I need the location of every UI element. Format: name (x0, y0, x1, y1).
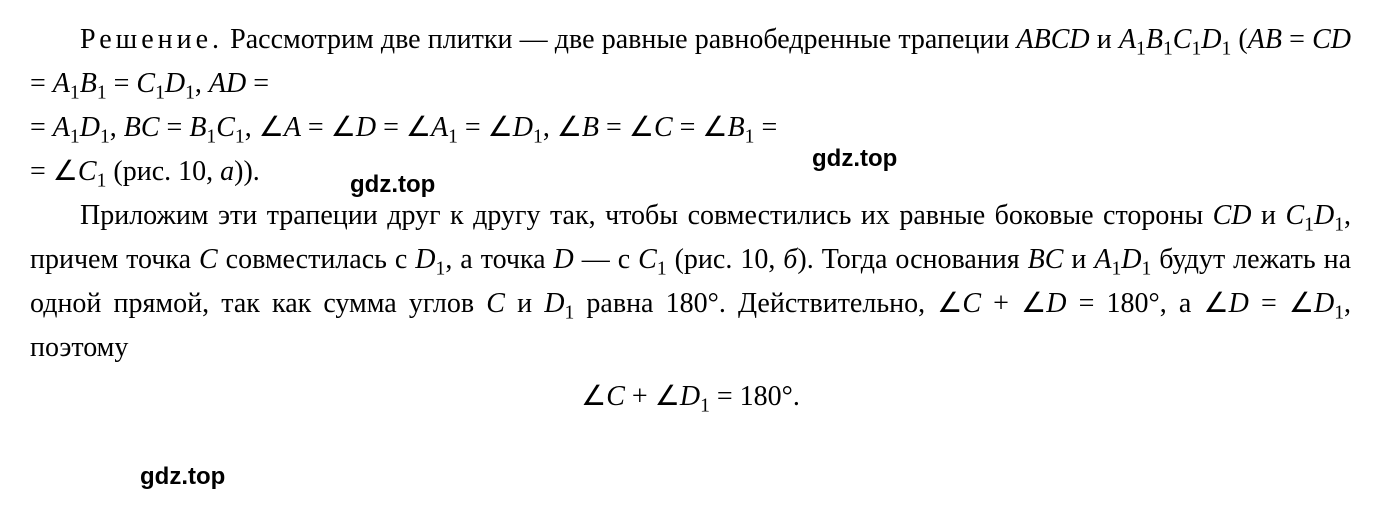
eq180: = 180°, а (1066, 288, 1203, 319)
eq9: = (599, 112, 629, 143)
math-a1d1-2: A1D1 (1094, 244, 1151, 275)
angle10: ∠ (1021, 288, 1046, 319)
ref-a: а (220, 156, 234, 187)
eqeq: = (1249, 288, 1289, 319)
ref2: (рис. 10, (667, 244, 784, 275)
eq-plus: + (625, 381, 655, 412)
eq10: = (673, 112, 703, 143)
comma3: , (245, 112, 259, 143)
angle9: ∠ (937, 288, 962, 319)
p2-text-1: Приложим эти трапеции друг к другу так, … (80, 200, 1213, 231)
paragraph-1: Решение. Рассмотрим две плитки — две рав… (30, 20, 1351, 196)
p2-text-4: , а точка (445, 244, 553, 275)
eq11: = (754, 112, 777, 143)
document-content: Решение. Рассмотрим две плитки — две рав… (30, 20, 1351, 421)
math-c2: C (199, 244, 218, 275)
angle5: ∠ (557, 112, 582, 143)
math-ang-d2: D (1046, 288, 1066, 319)
equation-display: ∠C + ∠D1 = 180°. (30, 377, 1351, 421)
angle8: ∠ (53, 156, 78, 187)
eq-cont2: = (30, 156, 53, 187)
math-ang-b: B (582, 112, 599, 143)
math-cd2: CD (1213, 200, 1252, 231)
angle4: ∠ (488, 112, 513, 143)
ref1-close: )). (234, 156, 260, 187)
eq-angle1: ∠ (581, 381, 606, 412)
angle7: ∠ (702, 112, 727, 143)
math-bc2: BC (1028, 244, 1064, 275)
eq-c: C (606, 381, 625, 412)
paren-open: ( (1231, 24, 1248, 55)
angle11: ∠ (1203, 288, 1228, 319)
watermark-2: gdz.top (350, 168, 435, 203)
math-ab: AB (1248, 24, 1282, 55)
eq-d1: D1 (680, 381, 710, 412)
p2-and: и (1252, 200, 1286, 231)
math-a1d1: A1D1 (53, 112, 110, 143)
eq1: = (1282, 24, 1312, 55)
eq-angle2: ∠ (655, 381, 680, 412)
eq-cont1: = (30, 112, 53, 143)
math-ang-c1: C1 (78, 156, 106, 187)
eq4: = (246, 68, 269, 99)
p2-text-3: совместилась с (218, 244, 416, 275)
math-ang-a: A (284, 112, 301, 143)
watermark-3: gdz.top (140, 460, 225, 495)
math-c1d1: C1D1 (136, 68, 195, 99)
math-ang-d: D (356, 112, 376, 143)
math-cd: CD (1312, 24, 1351, 55)
angle6: ∠ (629, 112, 654, 143)
paragraph-2: Приложим эти трапеции друг к другу так, … (30, 196, 1351, 369)
p2-and2: и (1063, 244, 1094, 275)
p1-text-1: Рассмотрим две плитки — две равные равно… (223, 24, 1017, 55)
p1-and: и (1090, 24, 1119, 55)
math-d2: D (554, 244, 574, 275)
angle3: ∠ (406, 112, 431, 143)
math-c3: C (486, 288, 505, 319)
math-ang-d1-2: D1 (1314, 288, 1344, 319)
eq5: = (160, 112, 190, 143)
watermark-1: gdz.top (812, 142, 897, 177)
math-ang-b1: B1 (728, 112, 755, 143)
angle1: ∠ (259, 112, 284, 143)
math-ang-d1: D1 (513, 112, 543, 143)
math-ang-c: C (654, 112, 673, 143)
math-d1: D1 (415, 244, 445, 275)
comma2: , (110, 112, 124, 143)
eq6: = (301, 112, 331, 143)
plus1: + (981, 288, 1021, 319)
ref-b: б (783, 244, 797, 275)
math-ang-d3: D (1229, 288, 1249, 319)
math-bc: BC (124, 112, 160, 143)
eq7: = (376, 112, 406, 143)
solution-label: Решение. (80, 24, 223, 55)
math-d1-2: D1 (544, 288, 574, 319)
comma1: , (195, 68, 209, 99)
math-a1b1c1d1: A1B1C1D1 (1119, 24, 1231, 55)
eq3: = (107, 68, 137, 99)
math-abcd: ABCD (1017, 24, 1090, 55)
math-c1: C1 (638, 244, 666, 275)
eq8: = (458, 112, 488, 143)
math-ang-a1: A1 (431, 112, 458, 143)
p2-and3: и (505, 288, 544, 319)
p2-text-5: — с (574, 244, 638, 275)
angle2: ∠ (331, 112, 356, 143)
angle12: ∠ (1289, 288, 1314, 319)
ref2-close: ). Тогда основания (797, 244, 1027, 275)
p2-text-7: равна 180°. Действительно, (574, 288, 937, 319)
math-b1c1: B1C1 (189, 112, 244, 143)
eq-eq: = 180°. (710, 381, 800, 412)
math-a1b1: A1B1 (53, 68, 107, 99)
math-ang-c2: C (962, 288, 981, 319)
math-c1d1-2: C1D1 (1285, 200, 1344, 231)
ref1: (рис. 10, (106, 156, 220, 187)
comma4: , (543, 112, 557, 143)
math-ad: AD (209, 68, 246, 99)
eq2: = (30, 68, 53, 99)
